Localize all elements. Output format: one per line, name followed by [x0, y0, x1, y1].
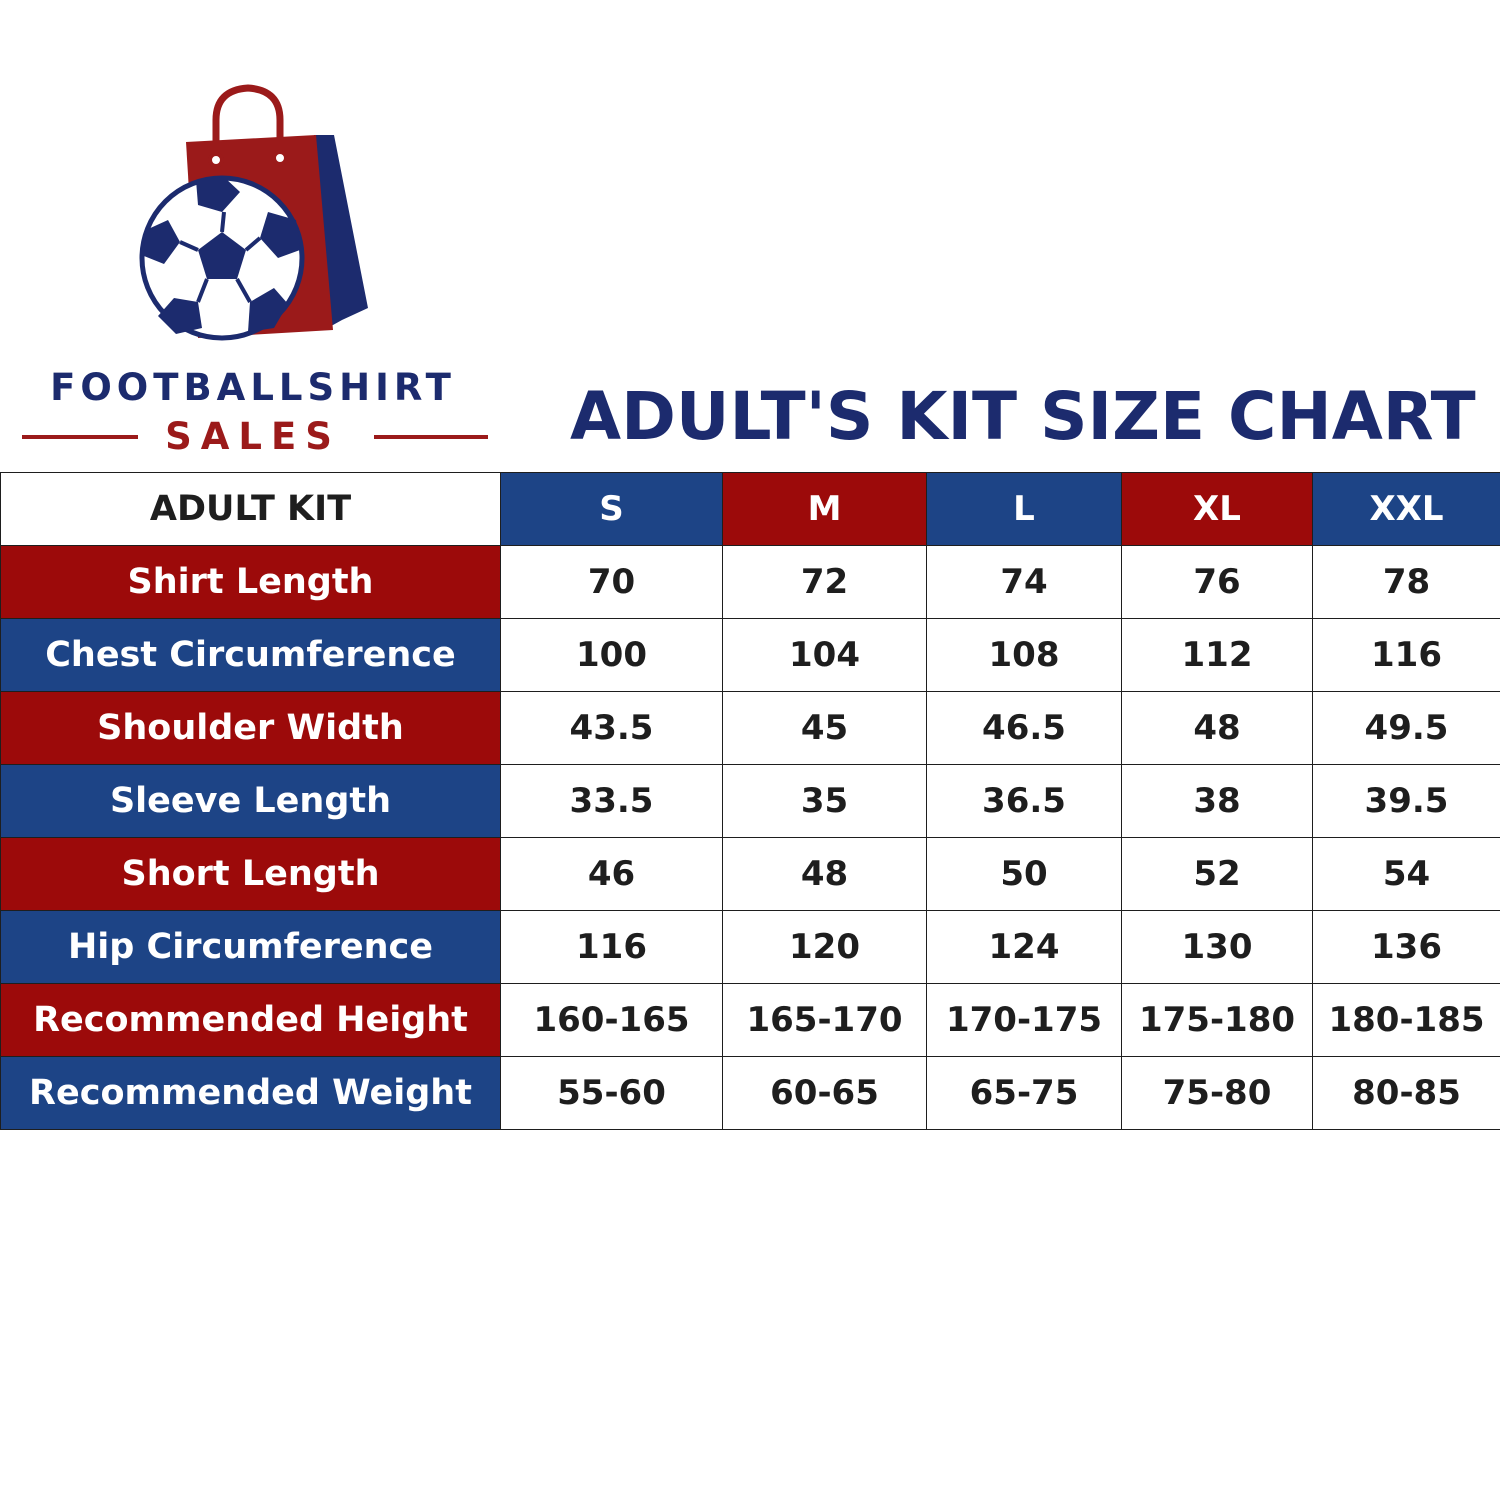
row-label: Shirt Length [0, 545, 501, 619]
size-chart-table: ADULT KIT S M L XL XXL Shirt Length 70 7… [0, 472, 1500, 1130]
size-header-xl: XL [1121, 472, 1313, 546]
row-label: Chest Circumference [0, 618, 501, 692]
shopping-bag-football-icon [139, 84, 368, 341]
table-cell: 35 [722, 764, 927, 838]
table-cell: 120 [722, 910, 927, 984]
table-cell: 60-65 [722, 1056, 927, 1130]
table-cell: 130 [1121, 910, 1313, 984]
table-cell: 43.5 [500, 691, 723, 765]
table-cell: 165-170 [722, 983, 927, 1057]
table-cell: 74 [926, 545, 1122, 619]
brand-divider-right [374, 435, 488, 439]
row-label: Sleeve Length [0, 764, 501, 838]
row-label: Hip Circumference [0, 910, 501, 984]
brand-sales-text: SALES [165, 415, 341, 458]
table-cell: 136 [1312, 910, 1500, 984]
header-row: ADULT KIT S M L XL XXL [0, 472, 1500, 546]
table-cell: 48 [722, 837, 927, 911]
table-cell: 170-175 [926, 983, 1122, 1057]
table-cell: 39.5 [1312, 764, 1500, 838]
table-cell: 180-185 [1312, 983, 1500, 1057]
table-cell: 70 [500, 545, 723, 619]
row-label: Recommended Height [0, 983, 501, 1057]
brand-divider-left [22, 435, 138, 439]
table-row: Hip Circumference 116 120 124 130 136 [0, 910, 1500, 984]
table-cell: 104 [722, 618, 927, 692]
size-header-l: L [926, 472, 1122, 546]
table-cell: 76 [1121, 545, 1313, 619]
table-cell: 49.5 [1312, 691, 1500, 765]
size-header-s: S [500, 472, 723, 546]
table-cell: 160-165 [500, 983, 723, 1057]
table-cell: 50 [926, 837, 1122, 911]
table-row: Recommended Weight 55-60 60-65 65-75 75-… [0, 1056, 1500, 1130]
table-cell: 55-60 [500, 1056, 723, 1130]
brand-logo: FOOTBALLSHIRT SALES [18, 80, 488, 460]
table-cell: 48 [1121, 691, 1313, 765]
table-cell: 100 [500, 618, 723, 692]
size-header-xxl: XXL [1312, 472, 1500, 546]
table-row: Recommended Height 160-165 165-170 170-1… [0, 983, 1500, 1057]
table-cell: 116 [500, 910, 723, 984]
table-cell: 33.5 [500, 764, 723, 838]
row-label: Short Length [0, 837, 501, 911]
table-cell: 75-80 [1121, 1056, 1313, 1130]
table-cell: 36.5 [926, 764, 1122, 838]
table-cell: 124 [926, 910, 1122, 984]
page-title: ADULT'S KIT SIZE CHART [570, 378, 1476, 455]
table-cell: 46.5 [926, 691, 1122, 765]
table-cell: 175-180 [1121, 983, 1313, 1057]
table-cell: 80-85 [1312, 1056, 1500, 1130]
table-cell: 38 [1121, 764, 1313, 838]
table-row: Short Length 46 48 50 52 54 [0, 837, 1500, 911]
row-label: Recommended Weight [0, 1056, 501, 1130]
table-cell: 65-75 [926, 1056, 1122, 1130]
table-cell: 78 [1312, 545, 1500, 619]
table-row: Chest Circumference 100 104 108 112 116 [0, 618, 1500, 692]
table-row: Sleeve Length 33.5 35 36.5 38 39.5 [0, 764, 1500, 838]
brand-subline: SALES [18, 415, 488, 459]
table-cell: 46 [500, 837, 723, 911]
table-cell: 112 [1121, 618, 1313, 692]
table-cell: 45 [722, 691, 927, 765]
table-cell: 116 [1312, 618, 1500, 692]
corner-header: ADULT KIT [0, 472, 501, 546]
table-cell: 72 [722, 545, 927, 619]
table-cell: 52 [1121, 837, 1313, 911]
table-cell: 54 [1312, 837, 1500, 911]
size-header-m: M [722, 472, 927, 546]
table-row: Shirt Length 70 72 74 76 78 [0, 545, 1500, 619]
table-row: Shoulder Width 43.5 45 46.5 48 49.5 [0, 691, 1500, 765]
brand-name: FOOTBALLSHIRT [50, 366, 456, 409]
row-label: Shoulder Width [0, 691, 501, 765]
table-cell: 108 [926, 618, 1122, 692]
